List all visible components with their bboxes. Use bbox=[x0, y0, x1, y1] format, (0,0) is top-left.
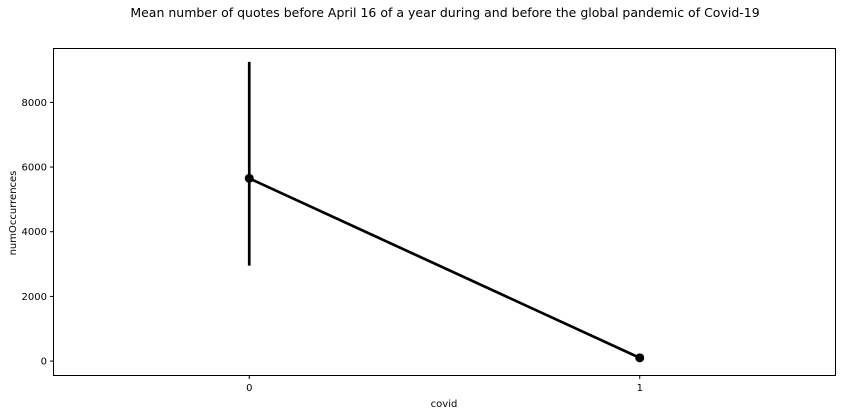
chart-title: Mean number of quotes before April 16 of… bbox=[130, 5, 759, 20]
x-axis-label: covid bbox=[431, 399, 458, 410]
plot-area bbox=[53, 48, 836, 376]
y-tick-label: 4000 bbox=[22, 227, 47, 238]
series-line bbox=[248, 177, 641, 360]
x-tick-label: 1 bbox=[637, 383, 643, 394]
x-tick-label: 0 bbox=[246, 383, 252, 394]
y-tick-label: 6000 bbox=[22, 163, 47, 174]
y-tick-label: 2000 bbox=[22, 292, 47, 303]
y-axis-label: numOccurrences bbox=[8, 171, 19, 256]
chart-marks bbox=[244, 61, 645, 363]
data-point bbox=[635, 353, 645, 363]
y-tick-label: 0 bbox=[41, 357, 47, 368]
y-tick-label: 8000 bbox=[22, 98, 47, 109]
data-point bbox=[244, 173, 254, 183]
y-axis-ticks: 0 2000 4000 6000 8000 bbox=[22, 98, 54, 368]
